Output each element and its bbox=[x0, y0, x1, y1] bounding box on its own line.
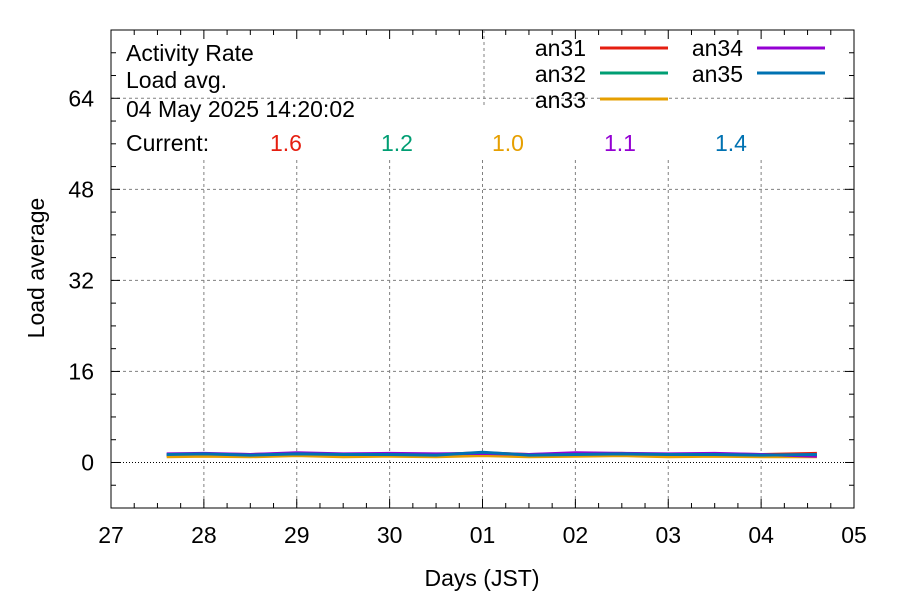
series-lines bbox=[166, 450, 817, 459]
title-line-2: Load avg. bbox=[126, 67, 227, 93]
y-tick-label: 16 bbox=[68, 358, 94, 384]
y-tick-labels: 0 16 32 48 64 bbox=[68, 85, 94, 475]
x-tick-label: 05 bbox=[841, 522, 867, 548]
y-tick-label: 48 bbox=[68, 176, 94, 202]
series-line-an33 bbox=[166, 454, 817, 459]
legend-label-an31: an31 bbox=[535, 35, 586, 61]
current-values: 1.6 1.2 1.0 1.1 1.4 bbox=[270, 130, 747, 156]
y-tick-label: 0 bbox=[81, 449, 94, 475]
title-line-1: Activity Rate bbox=[126, 40, 254, 66]
current-value-an35: 1.4 bbox=[715, 130, 747, 156]
x-tick-label: 28 bbox=[191, 522, 217, 548]
legend-label-an33: an33 bbox=[535, 87, 586, 113]
current-value-an32: 1.2 bbox=[381, 130, 413, 156]
legend-label-an34: an34 bbox=[692, 35, 743, 61]
x-axis-label: Days (JST) bbox=[425, 565, 540, 591]
x-tick-label: 04 bbox=[748, 522, 774, 548]
legend-label-an35: an35 bbox=[692, 61, 743, 87]
y-tick-label: 32 bbox=[68, 267, 94, 293]
x-tick-label: 27 bbox=[98, 522, 124, 548]
title-line-3: 04 May 2025 14:20:02 bbox=[126, 96, 355, 122]
x-tick-label: 03 bbox=[655, 522, 681, 548]
current-value-an33: 1.0 bbox=[492, 130, 524, 156]
x-tick-label: 30 bbox=[377, 522, 403, 548]
x-tick-label: 02 bbox=[563, 522, 589, 548]
x-tick-label: 01 bbox=[470, 522, 496, 548]
x-tick-labels: 27 28 29 30 01 02 03 04 05 bbox=[98, 522, 867, 548]
grid-lines bbox=[111, 97, 854, 508]
current-value-an31: 1.6 bbox=[270, 130, 302, 156]
series-line-an35 bbox=[166, 450, 817, 457]
y-axis-label: Load average bbox=[23, 198, 49, 339]
plot-frame bbox=[110, 29, 855, 509]
legend-label-an32: an32 bbox=[535, 61, 586, 87]
current-label: Current: bbox=[126, 130, 209, 156]
current-value-an34: 1.1 bbox=[604, 130, 636, 156]
x-tick-label: 29 bbox=[284, 522, 310, 548]
y-tick-label: 64 bbox=[68, 85, 94, 111]
